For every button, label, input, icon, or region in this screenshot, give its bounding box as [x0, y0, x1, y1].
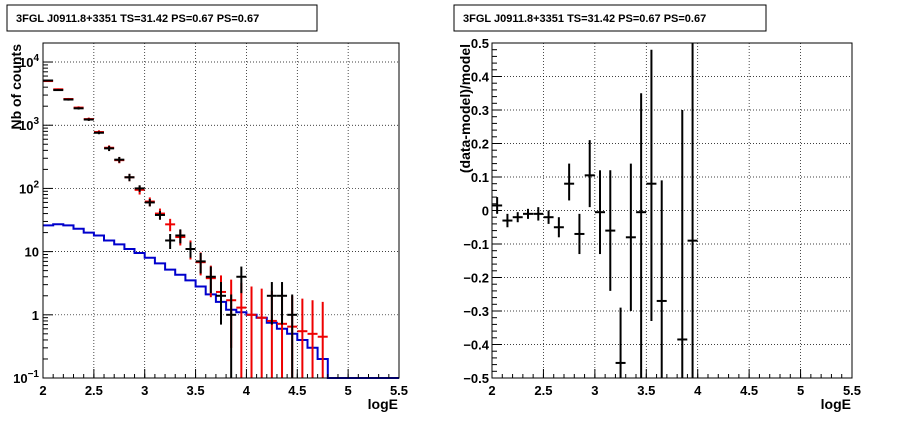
- counts-title: 3FGL J0911.8+3351 TS=31.42 PS=0.67 PS=0.…: [16, 13, 259, 25]
- counts-y-label: Nb of counts: [8, 44, 24, 130]
- residuals-x-tick-label: 3: [591, 383, 598, 398]
- counts-x-label: logE: [368, 396, 398, 412]
- counts-x-tick-label: 5: [345, 383, 352, 398]
- counts-x-ticks: 2 2.5 3 3.5 4 4.5 5 5.5: [39, 369, 408, 398]
- residuals-y-tick-label: 0.4: [471, 70, 490, 85]
- counts-y-tick-label: 1: [32, 308, 39, 323]
- residuals-y-tick-label: 0.3: [471, 103, 489, 118]
- counts-x-tick-label: 2.5: [85, 383, 103, 398]
- counts-plot-frame: [42, 42, 400, 379]
- residuals-grid: [492, 43, 852, 378]
- residuals-x-tick-label: 2: [488, 383, 495, 398]
- residuals-x-tick-label: 4.5: [740, 383, 758, 398]
- residuals-y-tick-label: −0.5: [463, 371, 489, 386]
- counts-x-tick-label: 2: [39, 383, 46, 398]
- residuals-y-tick-label: −0.1: [463, 237, 489, 252]
- residuals-y-tick-label: 0.1: [471, 170, 489, 185]
- residuals-x-label: logE: [821, 396, 851, 412]
- counts-x-tick-label: 4.5: [288, 383, 306, 398]
- counts-x-tick-label: 4: [243, 383, 251, 398]
- residual-points: [492, 43, 698, 378]
- residuals-y-tick-label: −0.3: [463, 304, 489, 319]
- residuals-title-box: [453, 4, 767, 32]
- residuals-y-tick-label: −0.2: [463, 271, 489, 286]
- residuals-x-tick-label: 3.5: [637, 383, 655, 398]
- counts-grid: [43, 43, 399, 378]
- residuals-y-tick-label: 0.2: [471, 137, 489, 152]
- residuals-y-tick-label: −0.4: [463, 338, 489, 353]
- counts-y-tick-label: 102: [19, 179, 39, 196]
- residuals-x-tick-label: 5: [797, 383, 804, 398]
- counts-y-tick-label: 10−1: [13, 369, 39, 386]
- counts-y-tick-label: 10: [25, 245, 39, 260]
- counts-title-box: [6, 4, 318, 32]
- residuals-x-tick-label: 2.5: [534, 383, 552, 398]
- residuals-y-tick-label: 0.5: [471, 36, 489, 51]
- residuals-x-tick-label: 5.5: [843, 383, 861, 398]
- counts-x-tick-label: 5.5: [390, 383, 408, 398]
- residuals-x-ticks: 2 2.5 3 3.5 4 4.5 5 5.5: [488, 369, 861, 398]
- counts-panel: 3FGL J0911.8+3351 TS=31.42 PS=0.67 PS=0.…: [6, 4, 408, 412]
- counts-x-tick-label: 3: [141, 383, 148, 398]
- residuals-y-ticks: 0.5 0.4 0.3 0.2 0.1 0 −0.1 −0.2 −0.3 −0.4 −0.5: [463, 36, 502, 386]
- residuals-y-tick-label: 0: [482, 204, 489, 219]
- counts-x-tick-label: 3.5: [187, 383, 205, 398]
- residuals-title: 3FGL J0911.8+3351 TS=31.42 PS=0.67 PS=0.…: [463, 13, 706, 25]
- residuals-panel: 3FGL J0911.8+3351 TS=31.42 PS=0.67 PS=0.…: [453, 4, 861, 412]
- residuals-y-label: (data-model)/model: [457, 44, 473, 173]
- data-points: [43, 79, 298, 378]
- residuals-x-tick-label: 4: [694, 383, 702, 398]
